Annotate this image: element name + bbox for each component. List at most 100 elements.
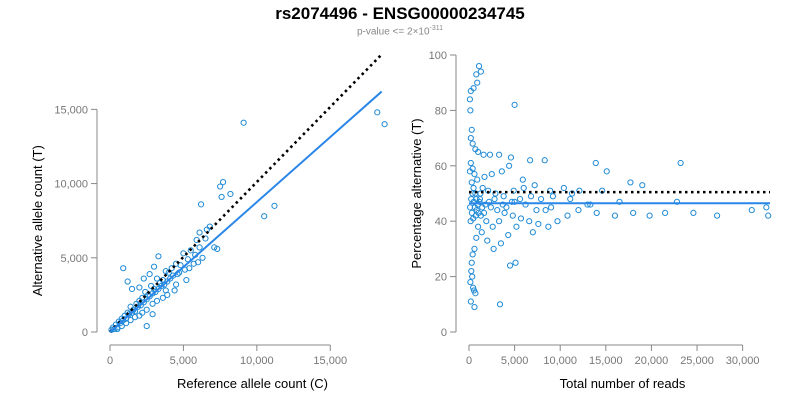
data-point: [520, 184, 527, 192]
data-point: [533, 207, 540, 214]
x-tick-label: 5,000: [501, 355, 529, 367]
data-point: [271, 202, 278, 209]
data-point: [537, 195, 545, 203]
data-point: [646, 212, 653, 219]
data-point: [477, 68, 484, 75]
y-tick-label: 15,000: [54, 104, 88, 116]
data-point: [516, 195, 524, 203]
data-point: [500, 193, 507, 200]
data-point: [211, 244, 218, 251]
data-point: [488, 171, 495, 178]
x-tick-label: 10,000: [543, 355, 577, 367]
data-point: [527, 157, 534, 164]
data-point: [611, 212, 619, 219]
data-point: [196, 244, 203, 251]
data-point: [505, 231, 512, 239]
y-tick-label: 5,000: [60, 253, 88, 265]
data-point: [564, 212, 571, 219]
data-point: [480, 151, 487, 158]
data-point: [195, 259, 202, 266]
data-point: [475, 223, 482, 230]
y-tick-label: 100: [429, 50, 447, 62]
x-tick-label: 5,000: [170, 355, 198, 367]
data-point: [472, 290, 479, 297]
data-point: [547, 187, 554, 194]
data-point: [494, 207, 501, 214]
data-point: [519, 176, 526, 183]
data-point: [474, 79, 481, 86]
y-tick-label: 60: [435, 161, 447, 173]
data-point: [673, 198, 681, 205]
data-point: [470, 184, 477, 192]
data-point: [474, 176, 481, 183]
data-point: [508, 198, 515, 205]
data-point: [374, 109, 381, 116]
data-point: [497, 240, 505, 247]
data-point: [542, 207, 549, 214]
data-point: [467, 135, 474, 142]
y-axis-label: Alternative allele count (T): [30, 145, 45, 296]
data-point: [512, 259, 519, 266]
data-point: [470, 85, 477, 92]
data-point: [240, 119, 247, 126]
data-point: [531, 182, 538, 189]
data-point: [473, 234, 480, 241]
data-point: [153, 275, 161, 282]
data-point: [118, 322, 125, 330]
y-tick-label: 0: [82, 327, 88, 339]
data-point: [467, 159, 474, 167]
data-point: [468, 179, 475, 186]
data-point: [172, 281, 180, 288]
data-point: [567, 195, 574, 203]
data-point: [499, 201, 506, 208]
data-point: [158, 282, 165, 290]
x-tick-label: 25,000: [680, 355, 714, 367]
data-point: [584, 201, 591, 208]
data-point: [196, 229, 203, 236]
data-point: [159, 294, 166, 301]
data-point: [639, 182, 646, 189]
data-point: [545, 223, 552, 230]
data-point: [131, 314, 139, 321]
y-tick-label: 40: [435, 216, 447, 228]
y-tick-label: 80: [435, 105, 447, 117]
data-point: [218, 193, 225, 201]
data-point: [219, 178, 227, 186]
data-point: [128, 285, 136, 293]
chart-title: rs2074496 - ENSG00000234745: [275, 4, 525, 23]
data-point: [172, 260, 180, 267]
data-point: [496, 151, 503, 158]
data-point: [478, 229, 485, 236]
data-point: [511, 101, 518, 108]
data-point: [466, 168, 474, 175]
data-point: [522, 201, 529, 208]
x-tick-label: 30,000: [726, 355, 760, 367]
data-point: [501, 209, 508, 216]
y-tick-label: 0: [441, 327, 447, 339]
data-point: [763, 204, 770, 211]
data-point: [535, 220, 542, 228]
data-point: [471, 171, 478, 178]
data-point: [489, 223, 496, 230]
data-point: [503, 204, 510, 211]
x-tick-label: 20,000: [635, 355, 669, 367]
data-point: [509, 212, 516, 219]
data-point: [560, 184, 567, 192]
data-point: [510, 187, 517, 194]
x-axis-label: Total number of reads: [560, 376, 686, 391]
plot-panel-2: 0 20 40 60 80 100 0 5,000 10,000 15,000 20,000 25,0…: [409, 50, 772, 391]
x-tick-label: 15,000: [313, 355, 347, 367]
data-point: [477, 190, 484, 197]
data-point: [713, 212, 721, 219]
data-point: [490, 245, 497, 252]
data-point: [486, 151, 494, 158]
data-point: [153, 297, 161, 304]
data-point: [506, 162, 513, 169]
data-point: [627, 179, 634, 186]
data-point: [484, 237, 491, 244]
data-point: [475, 209, 482, 216]
data-point: [511, 198, 518, 205]
data-point: [134, 303, 141, 310]
